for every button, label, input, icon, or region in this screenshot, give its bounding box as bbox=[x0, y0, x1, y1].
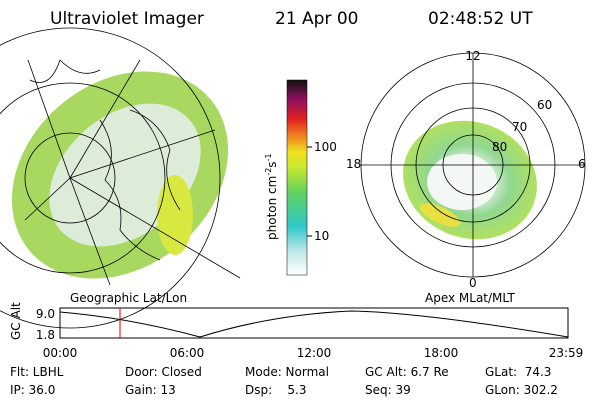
altitude-x-tick: 18:00 bbox=[424, 346, 459, 360]
unit-text: s bbox=[265, 161, 279, 167]
footer-field: IP: 36.0 bbox=[10, 383, 55, 397]
colorbar-tick-label: 100 bbox=[314, 140, 337, 154]
footer-field: Door: Closed bbox=[125, 365, 202, 379]
footer-field: Gain: 13 bbox=[125, 383, 176, 397]
altitude-x-tick: 23:59 bbox=[549, 346, 584, 360]
left-panel-label: Geographic Lat/Lon bbox=[70, 291, 187, 305]
unit-exponent: -2 bbox=[264, 168, 273, 176]
mlt-label: 12 bbox=[465, 49, 480, 63]
colorbar-unit: photon cm-2s-1 bbox=[264, 153, 279, 240]
unit-text: photon cm bbox=[265, 176, 279, 240]
lat-label: 60 bbox=[537, 98, 552, 112]
colorbar bbox=[286, 79, 308, 276]
footer: Flt: LBHL Door: Closed Mode: Normal GC Alt:… bbox=[10, 365, 558, 397]
altitude-y-tick: 1.8 bbox=[36, 328, 55, 342]
lat-label: 70 bbox=[512, 120, 527, 134]
mlt-label: 0 bbox=[469, 276, 477, 290]
altitude-curve bbox=[59, 310, 569, 338]
footer-field: GLat: 74.3 bbox=[485, 365, 551, 379]
mlt-label: 6 bbox=[578, 157, 586, 171]
time: 02:48:52 UT bbox=[428, 9, 533, 29]
polar-plot bbox=[360, 52, 586, 278]
footer-field: Seq: 39 bbox=[365, 383, 411, 397]
altitude-y-label: GC Alt bbox=[9, 302, 23, 340]
altitude-y-tick: 9.0 bbox=[36, 307, 55, 321]
unit-exponent: -1 bbox=[264, 153, 273, 161]
date: 21 Apr 00 bbox=[275, 9, 358, 29]
mlt-label: 18 bbox=[346, 157, 361, 171]
footer-field: Flt: LBHL bbox=[10, 365, 64, 379]
colorbar-tick-label: 10 bbox=[314, 229, 329, 243]
footer-field: Dsp: 5.3 bbox=[245, 383, 307, 397]
altitude-x-tick: 06:00 bbox=[170, 346, 205, 360]
footer-field: GLon: 302.2 bbox=[485, 383, 558, 397]
title: Ultraviolet Imager bbox=[50, 9, 204, 29]
geographic-image bbox=[0, 27, 241, 329]
right-panel-label: Apex MLat/MLT bbox=[425, 291, 515, 305]
lat-label: 80 bbox=[492, 140, 507, 154]
altitude-frame bbox=[59, 307, 569, 339]
footer-field: GC Alt: 6.7 Re bbox=[365, 365, 449, 379]
footer-field: Mode: Normal bbox=[245, 365, 329, 379]
altitude-x-tick: 12:00 bbox=[297, 346, 332, 360]
altitude-x-tick: 00:00 bbox=[43, 346, 78, 360]
